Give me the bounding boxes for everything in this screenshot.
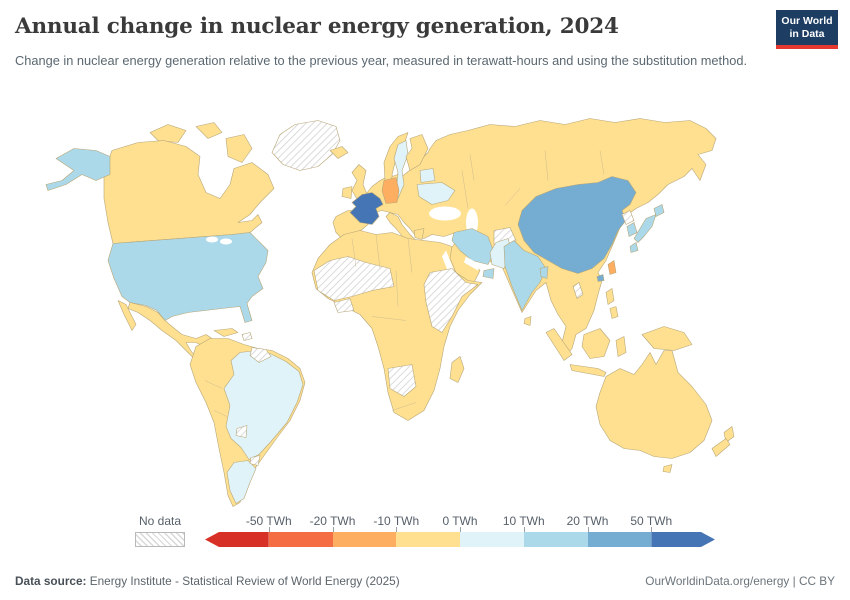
footer: Data source: Energy Institute - Statisti… bbox=[0, 574, 850, 588]
footer-separator: | bbox=[789, 574, 799, 588]
country-usa-alaska[interactable] bbox=[45, 148, 111, 191]
legend-tick-label: -10 TWh bbox=[373, 514, 420, 528]
legend-segment-7[interactable] bbox=[651, 532, 715, 547]
world-map-svg bbox=[45, 118, 735, 507]
country-madagascar[interactable] bbox=[449, 356, 465, 383]
country-iceland[interactable] bbox=[329, 146, 349, 159]
legend-tick-label: -50 TWh bbox=[245, 514, 292, 528]
country-new-zealand-south[interactable] bbox=[711, 438, 731, 457]
country-australia-tasmania[interactable] bbox=[662, 464, 673, 473]
region-ghana-cote-divoire[interactable] bbox=[333, 298, 355, 313]
legend-tick-label: 50 TWh bbox=[630, 514, 673, 528]
country-finland[interactable] bbox=[405, 134, 429, 171]
legend-segment-6[interactable] bbox=[587, 532, 652, 547]
country-guyanas[interactable] bbox=[249, 347, 272, 363]
persian-gulf bbox=[464, 256, 480, 271]
country-paraguay[interactable] bbox=[235, 425, 248, 438]
owid-logo-line2: in Data bbox=[789, 28, 825, 41]
country-hispaniola[interactable] bbox=[241, 332, 253, 341]
great-lakes bbox=[206, 236, 218, 243]
no-data-label: No data bbox=[138, 514, 182, 528]
black-sea bbox=[429, 206, 461, 221]
country-ireland[interactable] bbox=[341, 186, 353, 199]
country-mexico-baja[interactable] bbox=[117, 300, 137, 331]
great-lakes2 bbox=[220, 238, 232, 245]
legend-tick-mark bbox=[651, 527, 653, 532]
country-china-hainan[interactable] bbox=[596, 274, 605, 282]
legend-tick-mark bbox=[396, 527, 398, 532]
legend-segment-1[interactable] bbox=[268, 532, 333, 547]
legend-segment-2[interactable] bbox=[332, 532, 397, 547]
country-taiwan[interactable] bbox=[607, 260, 617, 275]
legend-segment-0[interactable] bbox=[205, 532, 269, 547]
country-greece[interactable] bbox=[413, 228, 425, 240]
page-subtitle: Change in nuclear energy generation rela… bbox=[15, 53, 747, 68]
legend-tick-label: -20 TWh bbox=[309, 514, 356, 528]
owid-logo: Our World in Data bbox=[776, 10, 838, 50]
region-namibia-botswana[interactable] bbox=[387, 364, 417, 397]
country-south-korea[interactable] bbox=[626, 222, 638, 237]
owid-link[interactable]: OurWorldinData.org/energy bbox=[645, 574, 790, 588]
country-philippines-luzon[interactable] bbox=[605, 288, 615, 305]
country-canada[interactable] bbox=[103, 140, 275, 244]
internal-borders bbox=[204, 150, 605, 417]
country-indonesia-sumatra[interactable] bbox=[545, 328, 573, 361]
country-usa[interactable] bbox=[107, 232, 269, 323]
country-bangladesh[interactable] bbox=[539, 266, 549, 279]
country-greenland[interactable] bbox=[271, 120, 341, 171]
country-japan-kyushu[interactable] bbox=[629, 242, 639, 253]
legend-tick-label: 0 TWh bbox=[442, 514, 478, 528]
data-source-text: Energy Institute - Statistical Review of… bbox=[86, 574, 400, 588]
country-laos[interactable] bbox=[572, 282, 584, 299]
country-indonesia-sulawesi[interactable] bbox=[615, 336, 627, 357]
country-china[interactable] bbox=[517, 176, 637, 274]
country-cuba[interactable] bbox=[213, 328, 239, 337]
country-north-korea[interactable] bbox=[621, 210, 635, 225]
license-link[interactable]: CC BY bbox=[798, 574, 835, 588]
page-title: Annual change in nuclear energy generati… bbox=[15, 14, 619, 39]
country-papua-new-guinea[interactable] bbox=[641, 326, 693, 351]
country-canada-baffin[interactable] bbox=[225, 134, 253, 163]
world-map bbox=[0, 108, 850, 508]
country-japan-hokkaido[interactable] bbox=[653, 204, 665, 217]
data-source: Data source: Energy Institute - Statisti… bbox=[15, 574, 400, 588]
country-canada-arctic1[interactable] bbox=[149, 124, 187, 143]
country-indonesia-borneo[interactable] bbox=[581, 328, 611, 359]
region-western-africa[interactable] bbox=[313, 256, 395, 301]
legend-tick-label: 20 TWh bbox=[566, 514, 609, 528]
owid-logo-line1: Our World bbox=[781, 15, 833, 27]
legend-tick-mark bbox=[587, 527, 589, 532]
country-philippines-mindanao[interactable] bbox=[609, 306, 619, 319]
country-iran[interactable] bbox=[451, 228, 495, 265]
legend-tick-mark bbox=[460, 527, 461, 532]
country-belarus[interactable] bbox=[419, 168, 436, 183]
country-canada-arctic2[interactable] bbox=[195, 122, 223, 139]
country-india[interactable] bbox=[503, 240, 547, 311]
legend-tick-label: 10 TWh bbox=[502, 514, 545, 528]
country-japan-honshu[interactable] bbox=[633, 214, 657, 243]
legend-tick-mark bbox=[523, 527, 525, 532]
legend-tick-mark bbox=[332, 527, 334, 532]
legend-segment-5[interactable] bbox=[523, 532, 588, 547]
country-sri-lanka[interactable] bbox=[523, 316, 532, 326]
legend-segment-4[interactable] bbox=[460, 532, 524, 547]
region-eastern-africa[interactable] bbox=[423, 268, 479, 333]
country-brazil[interactable] bbox=[223, 350, 304, 460]
legend-segment-3[interactable] bbox=[396, 532, 460, 547]
footer-links: OurWorldinData.org/energy | CC BY bbox=[645, 574, 835, 588]
country-germany[interactable] bbox=[381, 177, 400, 204]
country-ukraine[interactable] bbox=[416, 182, 456, 205]
country-australia[interactable] bbox=[595, 350, 713, 459]
data-source-label: Data source: bbox=[15, 574, 87, 588]
map-legend: No data -50 TWh -20 TWh -10 TWh 0 TWh 10 TWh… bbox=[135, 513, 720, 551]
legend-tick-mark bbox=[268, 527, 270, 532]
country-france[interactable] bbox=[349, 192, 384, 225]
country-indonesia-java[interactable] bbox=[569, 364, 607, 377]
country-uae[interactable] bbox=[482, 268, 495, 279]
no-data-swatch[interactable] bbox=[135, 532, 185, 547]
country-uruguay[interactable] bbox=[249, 455, 261, 466]
legend-colorbar bbox=[205, 532, 715, 547]
